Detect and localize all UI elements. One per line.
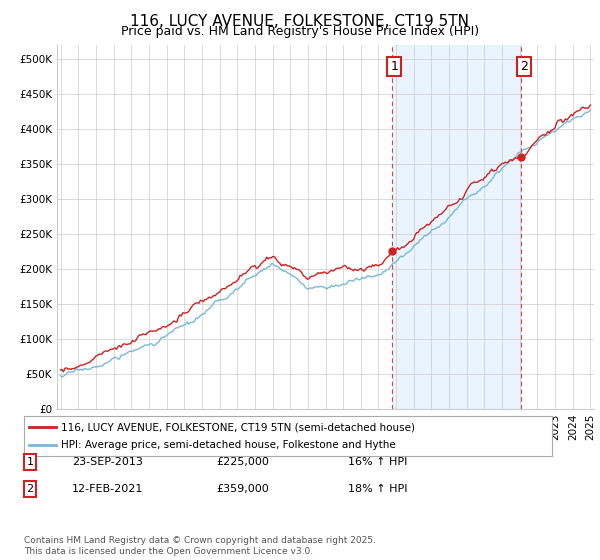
Text: 116, LUCY AVENUE, FOLKESTONE, CT19 5TN (semi-detached house): 116, LUCY AVENUE, FOLKESTONE, CT19 5TN (… [61, 422, 415, 432]
Text: 16% ↑ HPI: 16% ↑ HPI [348, 457, 407, 467]
Text: 116, LUCY AVENUE, FOLKESTONE, CT19 5TN: 116, LUCY AVENUE, FOLKESTONE, CT19 5TN [131, 14, 470, 29]
Text: 1: 1 [391, 60, 398, 73]
Text: 1: 1 [26, 457, 34, 467]
Bar [392, 45, 521, 409]
Text: HPI: Average price, semi-detached house, Folkestone and Hythe: HPI: Average price, semi-detached house,… [61, 440, 396, 450]
Text: £225,000: £225,000 [216, 457, 269, 467]
Text: 23-SEP-2013: 23-SEP-2013 [72, 457, 143, 467]
Text: 18% ↑ HPI: 18% ↑ HPI [348, 484, 407, 494]
Text: 2: 2 [520, 60, 528, 73]
Text: 2: 2 [26, 484, 34, 494]
Text: Contains HM Land Registry data © Crown copyright and database right 2025.
This d: Contains HM Land Registry data © Crown c… [24, 536, 376, 556]
Text: Price paid vs. HM Land Registry's House Price Index (HPI): Price paid vs. HM Land Registry's House … [121, 25, 479, 38]
Text: £359,000: £359,000 [216, 484, 269, 494]
Text: 12-FEB-2021: 12-FEB-2021 [72, 484, 143, 494]
